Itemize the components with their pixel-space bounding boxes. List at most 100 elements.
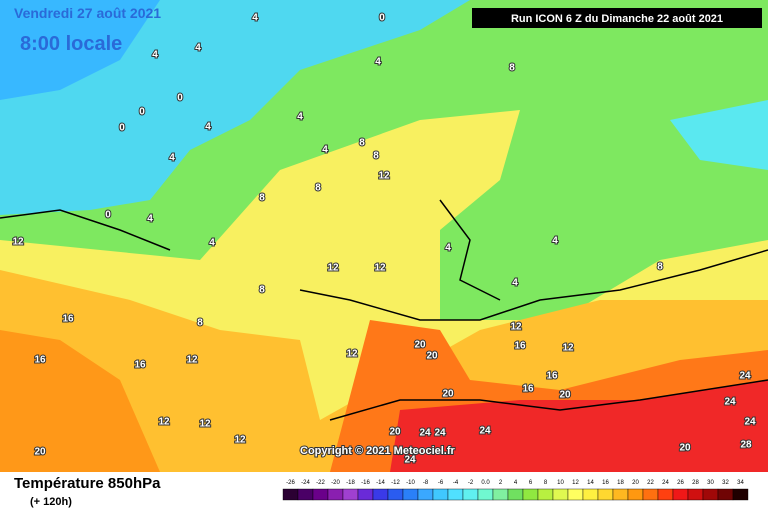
- contour-label: 4: [252, 13, 258, 24]
- legend-label: 12: [572, 480, 579, 486]
- contour-label: 20: [679, 443, 691, 454]
- contour-label: 24: [479, 426, 491, 437]
- contour-label: 0: [139, 107, 145, 118]
- legend-label: 28: [692, 480, 699, 486]
- legend-label: -10: [406, 480, 415, 486]
- coastline: [0, 199, 768, 421]
- legend-label: 16: [602, 480, 609, 486]
- legend-label: -14: [376, 480, 385, 486]
- contour-label: 16: [522, 384, 534, 395]
- contour-label: 8: [197, 318, 203, 329]
- contour-label: 24: [434, 428, 446, 439]
- legend-label: 30: [707, 480, 714, 486]
- legend-swatch: [372, 488, 389, 501]
- legend-swatch: [402, 488, 419, 501]
- contour-label: 16: [134, 360, 146, 371]
- contour-label: 0: [105, 210, 111, 221]
- contour-label: 4: [322, 145, 328, 156]
- run-box: [472, 8, 762, 28]
- legend-swatch: [387, 488, 404, 501]
- legend-swatch: [687, 488, 704, 501]
- contour-label: 12: [562, 343, 574, 354]
- contour-label: 12: [234, 435, 246, 446]
- contour-label: 8: [315, 183, 321, 194]
- contour-label: 12: [346, 349, 358, 360]
- copyright: Copyright © 2021 Meteociel.fr: [300, 445, 456, 457]
- legend-label: -26: [286, 480, 295, 486]
- legend-label: 18: [617, 480, 624, 486]
- contour-label: 24: [724, 397, 736, 408]
- contour-label: 16: [514, 341, 526, 352]
- legend-label: -18: [346, 480, 355, 486]
- legend-swatch: [552, 488, 569, 501]
- contour-label: 12: [186, 355, 198, 366]
- legend-swatch: [702, 488, 719, 501]
- legend-swatch: [357, 488, 374, 501]
- contour-label: 0: [379, 13, 385, 24]
- legend-swatch: [342, 488, 359, 501]
- legend-label: -12: [391, 480, 400, 486]
- legend-swatch: [657, 488, 674, 501]
- contour-label: 4: [209, 238, 215, 249]
- contour-label: 24: [404, 455, 416, 466]
- contour-label: 12: [199, 419, 211, 430]
- legend-label: -20: [331, 480, 340, 486]
- legend-label: 22: [647, 480, 654, 486]
- legend-swatch: [717, 488, 734, 501]
- contour-label: 0: [177, 93, 183, 104]
- legend-label: 2: [499, 480, 503, 486]
- legend-swatch: [567, 488, 584, 501]
- legend-swatch: [447, 488, 464, 501]
- contour-label: 16: [34, 355, 46, 366]
- hottest-south: [390, 380, 768, 472]
- contour-label: 12: [12, 237, 24, 248]
- contour-label: 24: [739, 371, 751, 382]
- contour-label: 4: [147, 214, 153, 225]
- contour-label: 4: [375, 57, 381, 68]
- legend-swatch: [642, 488, 659, 501]
- contour-label: 4: [552, 236, 558, 247]
- legend-swatch: [477, 488, 494, 501]
- contour-label: 28: [740, 440, 752, 451]
- contour-label: 8: [359, 138, 365, 149]
- legend-swatch: [282, 488, 299, 501]
- legend-label: -16: [361, 480, 370, 486]
- legend-swatch: [672, 488, 689, 501]
- contour-label: 12: [378, 171, 390, 182]
- color-legend: -26 -24 -22 -20 -18 -16 -14 -12 -10 -8 -6 -4 -2 0.0 2 4…: [282, 480, 749, 501]
- contour-label: 4: [297, 112, 303, 123]
- legend-swatch: [522, 488, 539, 501]
- contour-label: 4: [445, 243, 451, 254]
- contour-label: 12: [327, 263, 339, 274]
- footer-title: Température 850hPa: [14, 475, 161, 492]
- contour-label: 12: [374, 263, 386, 274]
- contour-label: 0: [119, 123, 125, 134]
- legend-swatch: [462, 488, 479, 501]
- contour-label: 4: [512, 278, 518, 289]
- contour-label: 12: [510, 322, 522, 333]
- contour-label: 20: [426, 351, 438, 362]
- legend-swatch: [537, 488, 554, 501]
- legend-swatch: [327, 488, 344, 501]
- legend-label: -22: [316, 480, 325, 486]
- legend-swatch: [417, 488, 434, 501]
- hot-west: [0, 330, 160, 472]
- contour-label: 20: [442, 389, 454, 400]
- legend-label: -24: [301, 480, 310, 486]
- run-label: Run ICON 6 Z du Dimanche 22 août 2021: [511, 13, 723, 25]
- legend-label: 32: [722, 480, 729, 486]
- legend-swatch: [597, 488, 614, 501]
- legend-label: 20: [632, 480, 639, 486]
- contour-label: 4: [205, 122, 211, 133]
- legend-label: 4: [514, 480, 518, 486]
- contour-label: 8: [509, 63, 515, 74]
- time-label: 8:00 locale: [20, 33, 122, 55]
- legend-label: 34: [737, 480, 744, 486]
- legend-label: 26: [677, 480, 684, 486]
- legend-swatch: [507, 488, 524, 501]
- contour-label: 8: [657, 262, 663, 273]
- legend-swatch: [612, 488, 629, 501]
- legend-swatch: [297, 488, 314, 501]
- footer-subtitle: (+ 120h): [30, 496, 72, 508]
